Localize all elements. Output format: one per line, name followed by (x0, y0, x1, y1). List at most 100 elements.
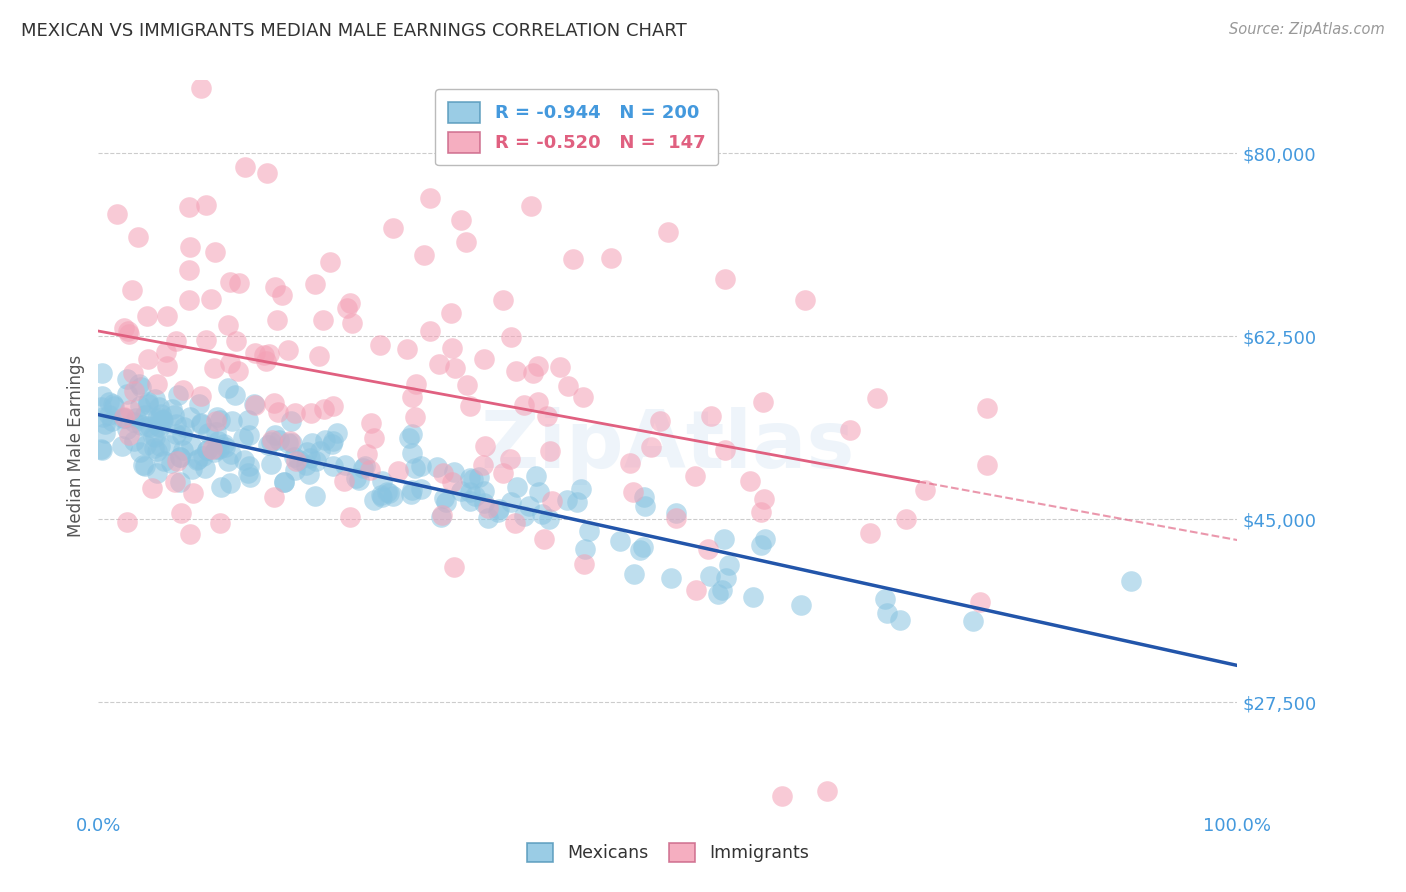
Point (790, 599, 813, 613)
Point (976, 401, 998, 416)
Point (208, 516, 231, 531)
Point (127, 230, 149, 244)
Point (219, 275, 242, 289)
Point (752, 491, 775, 506)
Legend: Mexicans, Immigrants: Mexicans, Immigrants (520, 836, 815, 869)
Point (204, 245, 226, 260)
Point (520, 199, 543, 213)
Point (474, 439, 496, 453)
Point (464, 489, 486, 503)
Text: ZipAtlas: ZipAtlas (481, 407, 855, 485)
Point (115, 372, 138, 386)
Point (129, 400, 152, 414)
Point (187, 397, 209, 411)
Point (253, 348, 276, 362)
Point (401, 483, 423, 497)
Point (443, 559, 465, 574)
Point (600, 251, 623, 265)
Point (659, 571, 682, 585)
Point (401, 445, 423, 459)
Point (277, 436, 299, 450)
Point (208, 442, 231, 456)
Point (150, 407, 173, 421)
Point (347, 473, 370, 487)
Point (238, 458, 260, 473)
Text: Source: ZipAtlas.com: Source: ZipAtlas.com (1229, 22, 1385, 37)
Point (270, 287, 292, 301)
Point (112, 409, 135, 424)
Point (339, 296, 361, 310)
Point (752, 395, 775, 409)
Point (277, 343, 299, 357)
Point (308, 443, 330, 458)
Point (160, 456, 183, 470)
Point (245, 398, 267, 412)
Point (260, 435, 283, 450)
Point (260, 457, 283, 471)
Point (713, 532, 735, 546)
Point (333, 474, 356, 488)
Point (527, 359, 550, 373)
Point (398, 431, 420, 445)
Point (122, 384, 145, 398)
Point (190, 81, 212, 95)
Point (129, 445, 152, 459)
Point (742, 591, 765, 605)
Point (555, 492, 578, 507)
Point (456, 235, 478, 249)
Point (336, 301, 359, 315)
Point (738, 474, 761, 488)
Point (136, 419, 159, 434)
Point (363, 431, 385, 445)
Point (273, 475, 295, 489)
Point (381, 221, 404, 235)
Point (243, 397, 266, 411)
Point (370, 488, 392, 502)
Point (371, 475, 394, 489)
Point (190, 389, 212, 403)
Point (714, 272, 737, 286)
Point (135, 438, 157, 452)
Point (876, 607, 898, 621)
Point (101, 397, 124, 411)
Point (574, 557, 596, 571)
Point (472, 351, 495, 366)
Point (434, 495, 457, 509)
Point (169, 450, 191, 464)
Point (522, 366, 544, 380)
Point (117, 325, 139, 339)
Point (262, 433, 284, 447)
Point (288, 452, 311, 467)
Point (167, 388, 190, 402)
Point (299, 406, 322, 420)
Point (195, 443, 218, 458)
Point (572, 390, 595, 404)
Point (486, 505, 509, 519)
Point (395, 342, 418, 356)
Point (170, 506, 193, 520)
Point (202, 445, 225, 459)
Point (134, 408, 156, 422)
Point (263, 396, 285, 410)
Point (322, 458, 344, 473)
Point (190, 417, 212, 432)
Point (717, 558, 740, 573)
Point (430, 509, 453, 524)
Point (186, 452, 208, 467)
Point (889, 613, 911, 627)
Point (648, 414, 671, 428)
Point (217, 381, 239, 395)
Point (461, 472, 484, 486)
Point (301, 436, 323, 450)
Point (294, 458, 316, 472)
Point (914, 483, 936, 497)
Point (633, 490, 655, 504)
Point (181, 462, 204, 476)
Point (427, 357, 450, 371)
Point (360, 416, 382, 430)
Point (793, 293, 815, 307)
Point (122, 434, 145, 448)
Text: MEXICAN VS IMMIGRANTS MEDIAN MALE EARNINGS CORRELATION CHART: MEXICAN VS IMMIGRANTS MEDIAN MALE EARNIN… (21, 22, 688, 40)
Point (172, 443, 194, 458)
Point (458, 485, 481, 500)
